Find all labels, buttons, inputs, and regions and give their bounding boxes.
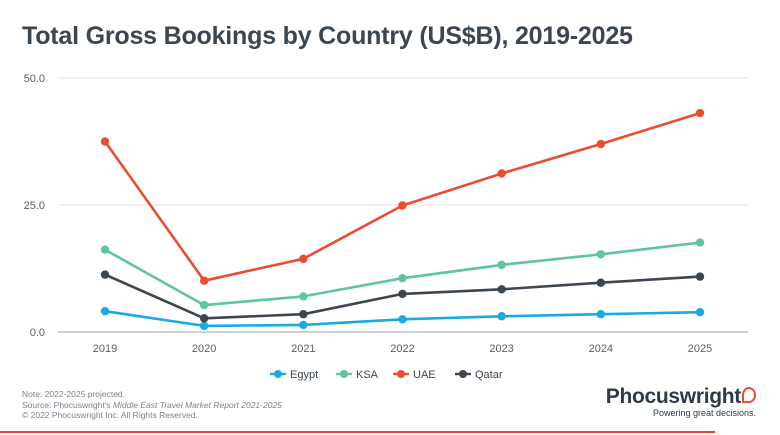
data-point-ksa [199, 300, 209, 310]
x-tick-label: 2024 [589, 343, 613, 355]
data-point-uae [398, 201, 407, 210]
data-point-uae [596, 139, 606, 149]
brand-logo: Phocuswright Powering great decisions. [606, 385, 756, 418]
line-chart: 0.0 25.0 50.0 2019 2020 2021 2022 2023 2024 2025 E… [24, 73, 748, 381]
data-point-qatar [398, 289, 407, 299]
data-point-ksa [100, 245, 110, 254]
legend-label: KSA [356, 369, 379, 381]
legend-marker [459, 370, 467, 378]
data-point-uae [299, 254, 308, 264]
data-point-egypt [398, 315, 407, 324]
data-point-egypt [100, 306, 110, 316]
footnote: Note: 2022-2025 projected. Source: Phocu… [22, 389, 282, 421]
data-point-qatar [100, 270, 110, 279]
x-tick-label: 2020 [192, 343, 216, 355]
speech-bubble-icon [742, 387, 756, 403]
data-point-ksa [497, 260, 506, 270]
legend-label: Qatar [475, 369, 503, 381]
legend-label: Egypt [290, 369, 318, 381]
brand-tagline: Powering great decisions. [652, 408, 756, 418]
data-point-uae [199, 276, 209, 285]
data-point-uae [497, 169, 506, 178]
data-point-qatar [199, 314, 209, 323]
footnote-copyright: © 2022 Phocuswright Inc. All Rights Rese… [22, 410, 198, 421]
brand-name: Phocuswright [605, 385, 742, 408]
legend-marker [340, 370, 348, 378]
data-point-egypt [299, 320, 308, 330]
x-tick-label: 2023 [489, 343, 513, 355]
footnote-source-prefix: Source: Phocuswright's [22, 399, 113, 410]
data-point-ksa [398, 273, 407, 283]
footnote-source: Source: Phocuswright's Middle East Trave… [22, 400, 282, 411]
data-point-egypt [695, 307, 705, 317]
chart-title: Total Gross Bookings by Country (US$B), … [22, 22, 633, 50]
data-point-uae [695, 108, 705, 118]
y-tick-label: 25.0 [24, 200, 45, 212]
x-tick-label: 2022 [390, 343, 414, 355]
y-tick-label: 50.0 [24, 73, 45, 85]
legend-marker [274, 370, 282, 378]
data-point-ksa [596, 250, 606, 259]
legend-label: UAE [413, 369, 436, 381]
data-point-ksa [299, 292, 308, 301]
data-point-egypt [596, 310, 606, 319]
data-point-qatar [596, 278, 606, 287]
y-tick-label: 0.0 [30, 327, 45, 339]
data-point-uae [100, 137, 110, 146]
legend-marker [397, 370, 405, 378]
series-line-uae [103, 111, 702, 283]
data-point-qatar [299, 310, 308, 319]
data-point-egypt [199, 321, 209, 331]
data-point-ksa [695, 238, 705, 247]
data-point-qatar [497, 285, 506, 294]
data-point-qatar [695, 272, 705, 281]
x-tick-label: 2025 [688, 343, 712, 355]
footnote-source-report: Middle East Travel Market Report 2021-20… [112, 399, 282, 410]
x-tick-label: 2019 [93, 343, 117, 355]
x-tick-label: 2021 [291, 343, 315, 355]
footnote-note: Note: 2022-2025 projected. [22, 389, 126, 399]
data-point-egypt [497, 312, 506, 321]
bottom-accent-bar [0, 431, 715, 433]
